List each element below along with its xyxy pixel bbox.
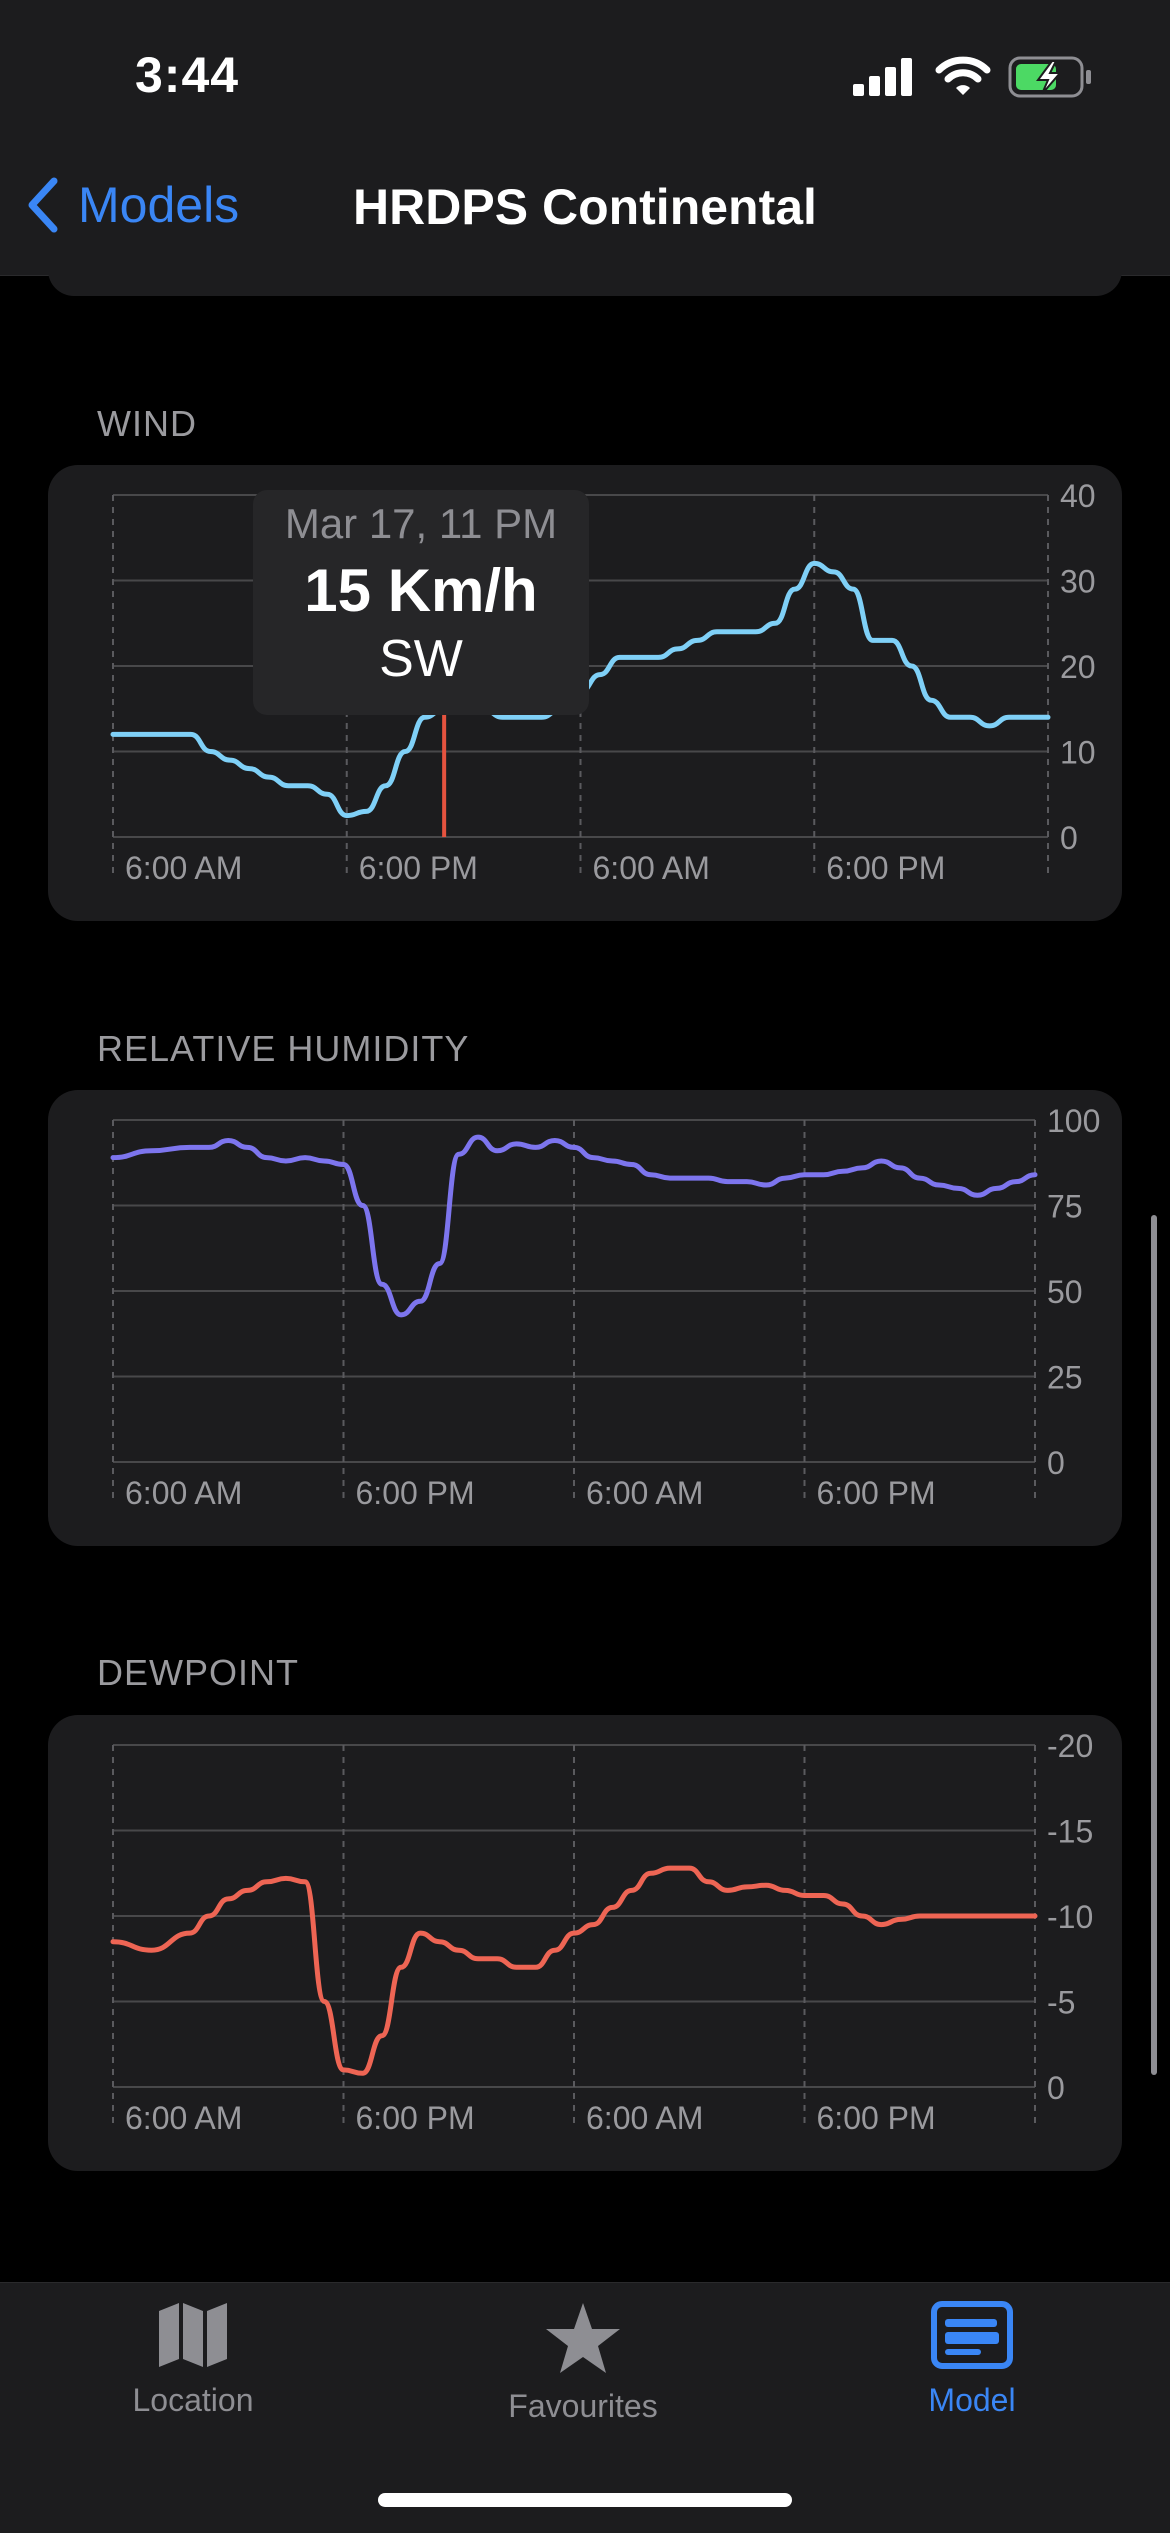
tab-location[interactable]: Location <box>43 2301 343 2419</box>
scrollbar[interactable] <box>1151 1215 1157 2075</box>
x-tick-label: 6:00 PM <box>826 850 945 886</box>
humidity-chart-card[interactable]: 100 75 50 25 0 6:00 AM 6:00 PM 6:00 AM 6:00 PM <box>48 1090 1122 1546</box>
back-button[interactable]: Models <box>26 170 239 240</box>
series-line <box>110 560 1051 819</box>
tooltip-value: 15 Km/h <box>304 557 538 624</box>
map-icon <box>159 2303 227 2367</box>
chart-tooltip: Mar 17, 11 PM 15 Km/h SW <box>253 490 589 715</box>
previous-card-bottom <box>48 270 1122 296</box>
tab-label: Location <box>132 2382 254 2418</box>
y-tick-label: 100 <box>1047 1103 1100 1139</box>
tab-favourites[interactable]: Favourites <box>433 2301 733 2425</box>
back-button-label: Models <box>78 177 240 233</box>
y-tick-label: 75 <box>1047 1189 1083 1225</box>
home-indicator[interactable] <box>378 2493 792 2507</box>
x-tick-label: 6:00 PM <box>356 2100 475 2136</box>
y-tick-label: -15 <box>1047 1814 1093 1850</box>
x-tick-label: 6:00 PM <box>817 1475 936 1511</box>
series-line <box>110 1865 1038 2076</box>
series-line <box>110 1134 1038 1318</box>
dewpoint-chart[interactable]: -20 -15 -10 -5 0 6:00 AM 6:00 PM 6:00 AM 6:00 PM <box>48 1715 1122 2171</box>
wifi-icon <box>935 56 991 95</box>
y-tick-label: 0 <box>1047 1445 1065 1481</box>
y-tick-label: -10 <box>1047 1899 1093 1935</box>
tab-bar: Location Favourites Model <box>0 2282 1170 2533</box>
y-tick-label: 0 <box>1060 820 1078 856</box>
tab-label: Favourites <box>508 2388 658 2424</box>
x-tick-label: 6:00 PM <box>359 850 478 886</box>
model-chart-icon <box>931 2301 1013 2369</box>
battery-charging-icon <box>1008 56 1091 98</box>
page-title: HRDPS Continental <box>0 178 1170 236</box>
chevron-left-icon <box>28 177 58 233</box>
navigation-bar: Models HRDPS Continental <box>0 150 1170 276</box>
x-tick-label: 6:00 AM <box>125 850 242 886</box>
section-label-humidity: RELATIVE HUMIDITY <box>97 1028 470 1069</box>
status-bar: 3:44 <box>0 0 1170 150</box>
y-tick-label: -5 <box>1047 1985 1075 2021</box>
status-time: 3:44 <box>135 47 240 103</box>
x-tick-label: 6:00 AM <box>586 1475 703 1511</box>
section-label-dewpoint: DEWPOINT <box>97 1652 299 1693</box>
star-icon <box>546 2303 620 2373</box>
humidity-chart[interactable]: 100 75 50 25 0 6:00 AM 6:00 PM 6:00 AM 6:00 PM <box>48 1090 1122 1546</box>
x-tick-label: 6:00 AM <box>593 850 710 886</box>
x-tick-label: 6:00 AM <box>586 2100 703 2136</box>
x-tick-label: 6:00 PM <box>817 2100 936 2136</box>
cellular-signal-icon <box>853 58 912 96</box>
page-title-text: HRDPS Continental <box>353 179 817 235</box>
y-tick-label: 30 <box>1060 564 1096 600</box>
x-tick-label: 6:00 AM <box>125 2100 242 2136</box>
x-tick-label: 6:00 AM <box>125 1475 242 1511</box>
y-tick-label: 40 <box>1060 478 1096 514</box>
tooltip-date: Mar 17, 11 PM <box>284 500 558 547</box>
y-tick-label: 25 <box>1047 1360 1083 1396</box>
dewpoint-chart-card[interactable]: -20 -15 -10 -5 0 6:00 AM 6:00 PM 6:00 AM 6:00 PM <box>48 1715 1122 2171</box>
y-tick-label: 50 <box>1047 1274 1083 1310</box>
tab-label: Model <box>928 2382 1016 2418</box>
y-tick-label: -20 <box>1047 1728 1093 1764</box>
tab-model[interactable]: Model <box>822 2301 1122 2419</box>
section-label-wind: WIND <box>97 403 197 444</box>
tooltip-direction: SW <box>379 630 463 688</box>
y-tick-label: 0 <box>1047 2070 1065 2106</box>
y-tick-label: 20 <box>1060 649 1096 685</box>
x-tick-label: 6:00 PM <box>356 1475 475 1511</box>
y-tick-label: 10 <box>1060 735 1096 771</box>
